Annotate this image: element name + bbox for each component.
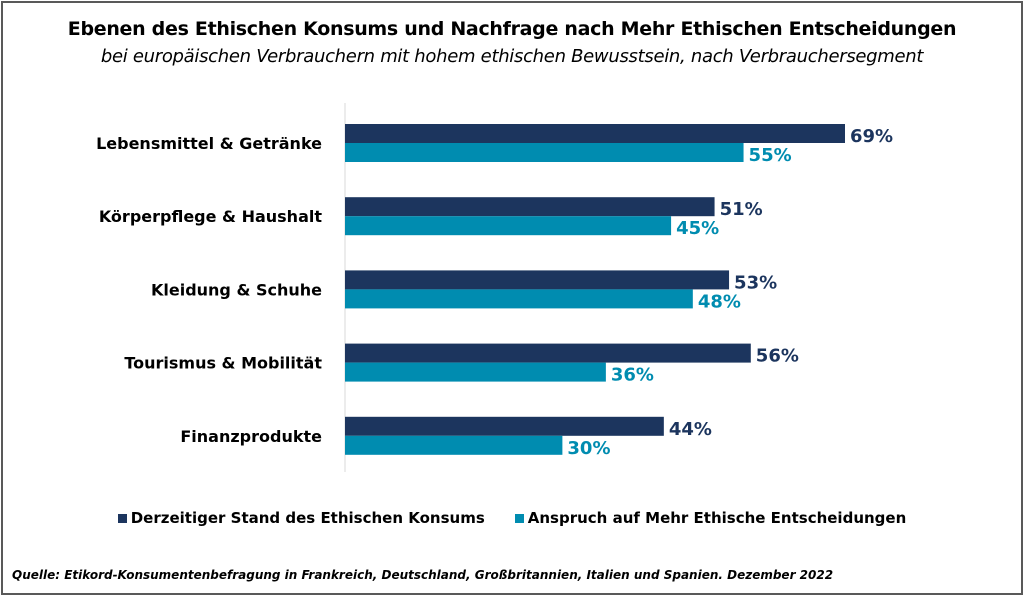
category-label: Kleidung & Schuhe (151, 280, 322, 299)
bar-current (345, 197, 715, 217)
data-label: 56% (756, 346, 799, 367)
category-label: Tourismus & Mobilität (124, 354, 322, 373)
category-label: Finanzprodukte (180, 427, 322, 446)
legend-label-current: Derzeitiger Stand des Ethischen Konsums (130, 509, 485, 527)
legend-swatch-current (117, 513, 127, 523)
data-label: 30% (567, 438, 610, 459)
bar-demand (345, 216, 672, 236)
chart-title: Ebenen des Ethischen Konsums und Nachfra… (67, 18, 957, 40)
data-label: 55% (749, 145, 792, 166)
legend: Derzeitiger Stand des Ethischen Konsums … (0, 509, 1024, 527)
bar-demand (345, 289, 693, 309)
source-note: Quelle: Etikord-Konsumentenbefragung in … (12, 568, 834, 582)
legend-item-current: Derzeitiger Stand des Ethischen Konsums (117, 509, 485, 527)
data-label: 36% (611, 365, 654, 386)
legend-swatch-demand (514, 513, 524, 523)
chart-subtitle: bei europäischen Verbrauchern mit hohem … (100, 46, 924, 67)
category-label: Körperpflege & Haushalt (99, 207, 323, 226)
data-label: 69% (850, 126, 893, 147)
data-label: 51% (720, 199, 763, 220)
bar-demand (345, 143, 744, 162)
legend-label-demand: Anspruch auf Mehr Ethische Entscheidunge… (527, 509, 907, 527)
bar-current (345, 416, 664, 436)
bar-current (345, 124, 845, 143)
data-label: 53% (734, 272, 777, 293)
data-label: 48% (698, 291, 741, 312)
bar-demand (345, 362, 606, 382)
bar-current (345, 343, 751, 363)
category-label: Lebensmittel & Getränke (96, 134, 322, 153)
legend-item-demand: Anspruch auf Mehr Ethische Entscheidunge… (514, 509, 907, 527)
data-label: 45% (676, 218, 719, 239)
bar-current (345, 270, 730, 290)
data-label: 44% (669, 419, 712, 440)
bar-demand (345, 435, 563, 455)
